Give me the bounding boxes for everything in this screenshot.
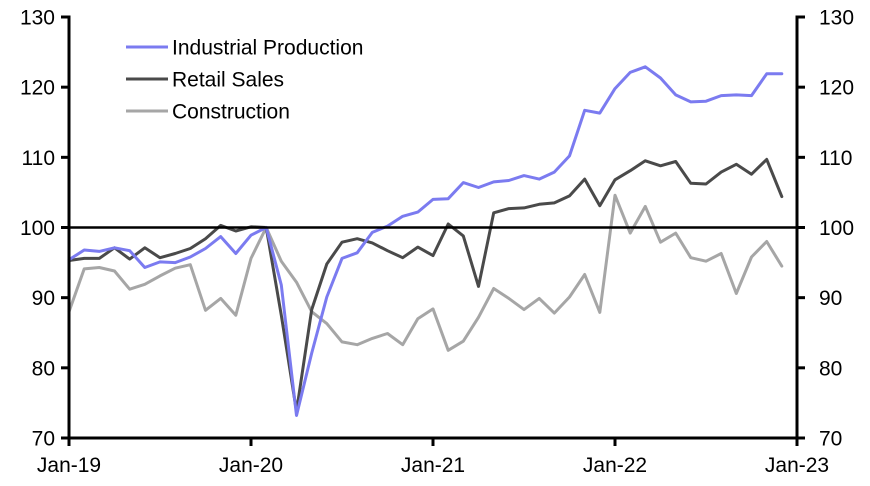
right-y-tick-label: 130 bbox=[819, 7, 854, 30]
left-y-tick-label: 90 bbox=[32, 287, 55, 310]
right-y-tick-label: 80 bbox=[819, 357, 842, 380]
x-tick-label: Jan-20 bbox=[219, 454, 283, 477]
left-y-tick-label: 100 bbox=[20, 217, 55, 240]
right-y-tick-label: 90 bbox=[819, 287, 842, 310]
series-line-retail-sales bbox=[67, 157, 784, 413]
x-tick-label: Jan-19 bbox=[37, 454, 101, 477]
legend-label-retail-sales: Retail Sales bbox=[172, 69, 284, 92]
right-y-tick-label: 120 bbox=[819, 77, 854, 100]
left-y-tick-label: 80 bbox=[32, 357, 55, 380]
series-line-industrial-production bbox=[67, 65, 784, 417]
x-ticks: Jan-19 Jan-20 Jan-21 Jan-22 Jan-23 bbox=[37, 438, 829, 477]
right-y-tick-label: 70 bbox=[819, 428, 842, 451]
series-layer bbox=[67, 65, 784, 417]
legend-label-construction: Construction bbox=[172, 101, 290, 124]
series-line-construction bbox=[67, 193, 784, 352]
legend-label-industrial-production: Industrial Production bbox=[172, 37, 363, 60]
x-tick-label: Jan-21 bbox=[401, 454, 465, 477]
x-tick-label: Jan-22 bbox=[583, 454, 647, 477]
left-y-tick-label: 70 bbox=[32, 428, 55, 451]
left-y-tick-label: 130 bbox=[20, 7, 55, 30]
right-y-tick-label: 110 bbox=[819, 147, 852, 170]
right-y-ticks: 70 80 90 100 110 120 130 bbox=[797, 7, 854, 451]
right-y-tick-label: 100 bbox=[819, 217, 854, 240]
left-y-tick-label: 120 bbox=[20, 77, 55, 100]
left-y-tick-label: 110 bbox=[22, 147, 55, 170]
legend: Industrial Production Retail Sales Constru… bbox=[126, 37, 363, 124]
x-tick-label: Jan-23 bbox=[765, 454, 829, 477]
left-y-ticks: 70 80 90 100 110 120 130 bbox=[20, 7, 69, 451]
